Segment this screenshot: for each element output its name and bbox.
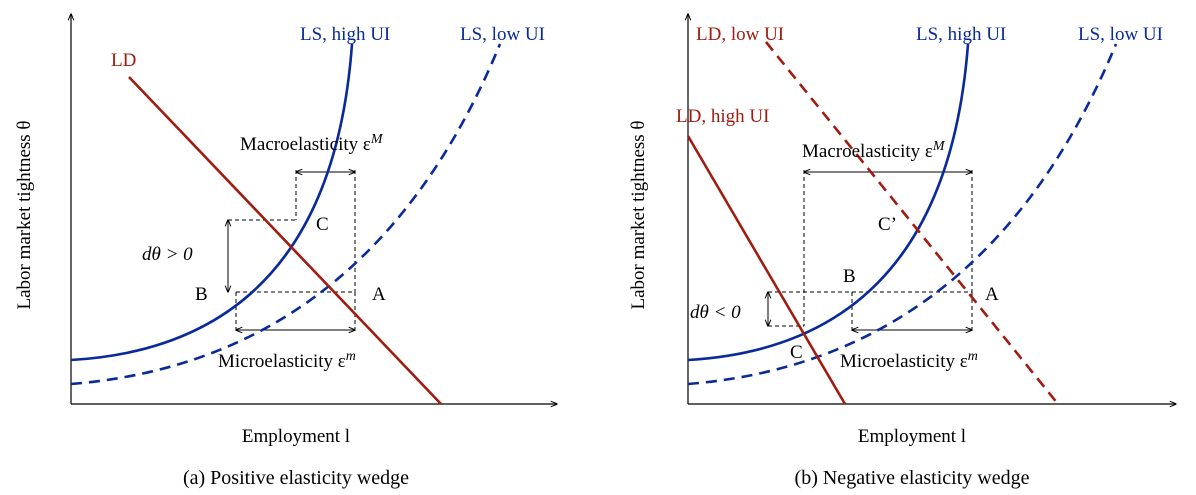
ls-high-ui-label: LS, high UI [916,24,1006,45]
ld-high-ui-curve [686,135,847,405]
ld-high-ui-label: LD, high UI [676,106,769,127]
x-axis-label: Employment l [242,426,350,447]
point-b-label: B [843,266,856,287]
dtheta-label: dθ > 0 [142,244,193,265]
microelasticity-label: Microelasticity εm [218,349,356,373]
ld-low-ui-curve [764,41,1060,405]
ls-low-ui-curve [70,43,502,386]
point-c-prime-label: C’ [878,214,897,235]
ls-high-ui-curve [687,43,970,362]
point-b-label: B [195,284,208,305]
ld-curve [128,76,442,405]
panel-a: LD LS, high UI LS, low UI Macroelasticit… [14,14,557,489]
ls-low-ui-label: LS, low UI [1078,24,1163,45]
panel-b: LD, low UI LD, high UI LS, high UI LS, l… [628,14,1176,489]
dtheta-label: dθ < 0 [690,302,741,323]
point-a-label: A [372,284,386,305]
microelasticity-label: Microelasticity εm [840,349,978,373]
caption-b: (b) Negative elasticity wedge [795,467,1030,489]
y-axis-label: Labor market tightness θ [628,120,649,309]
ld-label: LD [111,50,136,71]
ld-low-ui-label: LD, low UI [696,24,784,45]
ls-low-ui-curve [687,43,1118,386]
y-axis-label: Labor market tightness θ [14,120,35,309]
point-c-label: C [790,342,803,363]
ls-low-ui-label: LS, low UI [460,24,545,45]
ls-high-ui-curve [70,43,354,362]
ls-high-ui-label: LS, high UI [300,24,390,45]
caption-a: (a) Positive elasticity wedge [183,467,409,489]
point-c-label: C [316,214,329,235]
guide-lines [228,170,356,334]
macroelasticity-label: Macroelasticity εM [240,132,384,156]
guide-lines [768,170,973,333]
x-axis-label: Employment l [858,426,966,447]
point-a-label: A [985,284,999,305]
macroelasticity-label: Macroelasticity εM [802,139,946,163]
